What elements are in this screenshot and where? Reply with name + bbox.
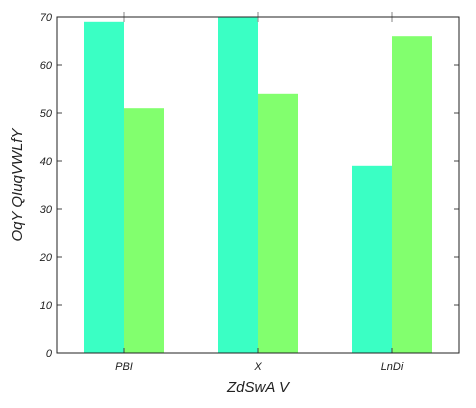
x-axis-title: ZdSwA V (226, 379, 291, 396)
y-tick-label: 40 (40, 156, 53, 168)
y-tick-label: 60 (40, 60, 53, 72)
bar-series2-x (258, 93, 298, 354)
y-axis-ticks: 0 10 20 30 40 50 60 70 (39, 12, 459, 360)
y-tick-label: 70 (40, 12, 53, 24)
bar-series1-lndi (352, 165, 392, 353)
y-tick-label: 30 (40, 204, 53, 216)
plot-frame (56, 16, 460, 354)
bar-series1-x (218, 17, 258, 353)
x-tick-label: LnDi (381, 361, 404, 373)
y-tick-label: 0 (46, 348, 53, 360)
bar-series2-lndi (392, 36, 432, 353)
bars-layer (84, 17, 432, 354)
y-tick-label: 10 (40, 300, 53, 312)
bar-series2-pbi (124, 108, 164, 353)
x-tick-label: PBI (115, 361, 133, 373)
x-tick-label: X (253, 361, 262, 373)
bar-series1-pbi (84, 21, 124, 354)
x-axis-ticks: PBI X LnDi (115, 12, 404, 373)
y-axis-title: OqY QIuqVWLfY (9, 127, 26, 241)
y-tick-label: 50 (40, 108, 53, 120)
y-tick-label: 20 (39, 252, 53, 264)
